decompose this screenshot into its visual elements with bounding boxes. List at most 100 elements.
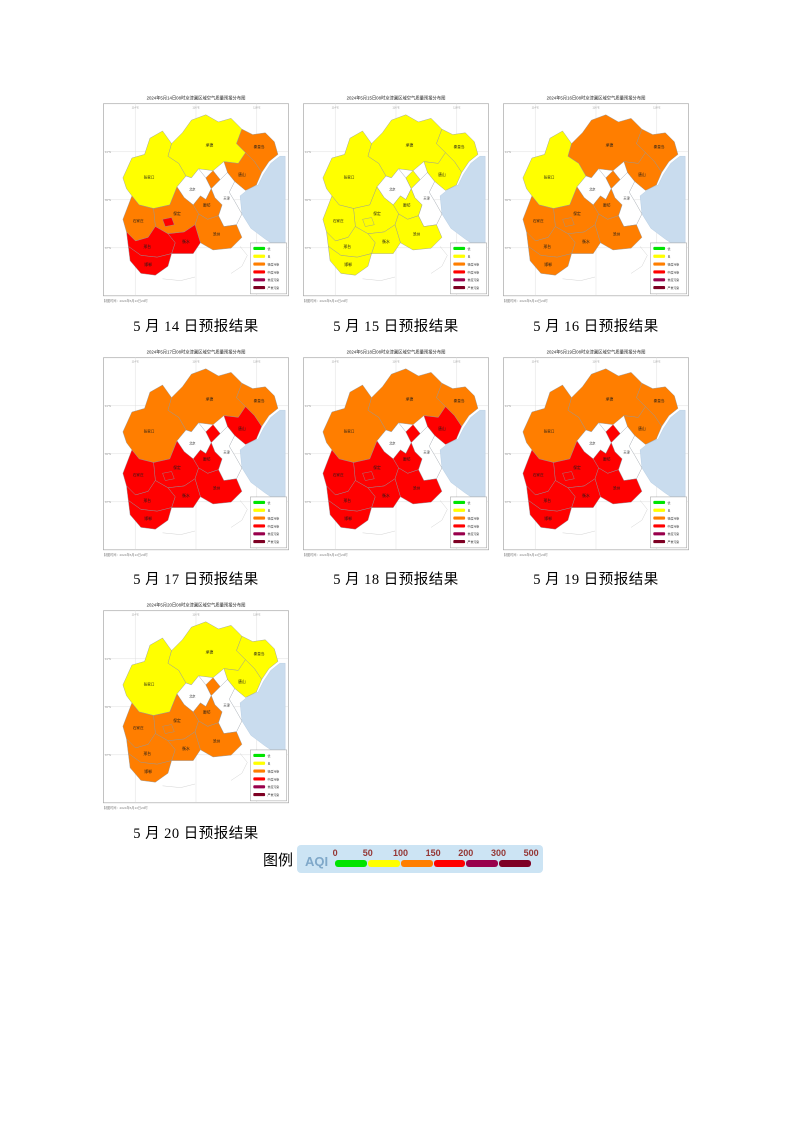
svg-text:唐山: 唐山 bbox=[438, 426, 446, 431]
map-title: 2024年5月17日08时京津冀区域空气质量预报分布图 bbox=[147, 348, 246, 355]
map-caption-may-14: 5 月 14 日预报结果 bbox=[133, 318, 259, 335]
svg-text:邯郸: 邯郸 bbox=[144, 769, 152, 774]
svg-text:衡水: 衡水 bbox=[182, 492, 190, 497]
svg-text:廊坊: 廊坊 bbox=[603, 456, 611, 461]
aqi-forecast-map: 2024年5月18日08时京津冀区域空气质量预报分布图 114°E 116°E … bbox=[303, 348, 489, 557]
svg-text:天津: 天津 bbox=[223, 449, 230, 454]
svg-text:秦皇岛: 秦皇岛 bbox=[454, 144, 465, 149]
svg-text:严重污染: 严重污染 bbox=[468, 285, 480, 290]
svg-text:北京: 北京 bbox=[189, 186, 196, 191]
svg-text:唐山: 唐山 bbox=[238, 172, 246, 177]
svg-text:116°E: 116°E bbox=[192, 359, 199, 363]
svg-text:39°N: 39°N bbox=[105, 451, 111, 455]
neighbor-boundary-line bbox=[162, 246, 248, 281]
svg-text:北京: 北京 bbox=[589, 440, 596, 445]
svg-text:邯郸: 邯郸 bbox=[144, 516, 152, 521]
svg-text:石家庄: 石家庄 bbox=[333, 472, 344, 477]
svg-text:张家口: 张家口 bbox=[544, 175, 555, 180]
svg-text:邢台: 邢台 bbox=[143, 244, 151, 249]
region-chengde bbox=[367, 368, 446, 432]
svg-text:石家庄: 石家庄 bbox=[133, 725, 144, 730]
map-footnote: 制图时间：2024年5月13日20时 bbox=[504, 552, 548, 557]
svg-text:秦皇岛: 秦皇岛 bbox=[254, 651, 265, 656]
svg-text:沧州: 沧州 bbox=[213, 232, 221, 237]
aqi-forecast-map: 2024年5月19日08时京津冀区域空气质量预报分布图 114°E 116°E … bbox=[503, 348, 689, 557]
svg-text:秦皇岛: 秦皇岛 bbox=[654, 144, 665, 149]
region-tangshan bbox=[623, 152, 662, 191]
svg-text:39°N: 39°N bbox=[105, 198, 111, 202]
svg-text:天津: 天津 bbox=[223, 703, 230, 708]
svg-text:唐山: 唐山 bbox=[638, 172, 646, 177]
graticule-labels: 114°E 116°E 118°E 41°N 39°N 37°N bbox=[505, 105, 661, 250]
svg-text:廊坊: 廊坊 bbox=[203, 203, 211, 208]
svg-text:北京: 北京 bbox=[389, 440, 396, 445]
region-handan bbox=[128, 246, 172, 276]
forecast-map-may-16: 2024年5月16日08时京津冀区域空气质量预报分布图 114°E 116°E … bbox=[496, 92, 696, 312]
map-title: 2024年5月14日08时京津冀区域空气质量预报分布图 bbox=[147, 94, 246, 101]
svg-text:37°N: 37°N bbox=[105, 246, 111, 250]
svg-text:118°E: 118°E bbox=[253, 359, 260, 363]
svg-text:严重污染: 严重污染 bbox=[268, 538, 280, 543]
svg-text:37°N: 37°N bbox=[505, 246, 511, 250]
svg-text:良: 良 bbox=[268, 761, 271, 766]
svg-text:中度污染: 中度污染 bbox=[268, 269, 280, 274]
forecast-map-card-may-19: 2024年5月19日08时京津冀区域空气质量预报分布图 114°E 116°E … bbox=[496, 346, 696, 600]
aqi-tick-300: 300 bbox=[490, 848, 506, 858]
svg-text:37°N: 37°N bbox=[105, 500, 111, 504]
svg-text:重度污染: 重度污染 bbox=[268, 531, 280, 536]
bohai-sea bbox=[239, 663, 286, 754]
region-chengde bbox=[167, 368, 246, 432]
svg-text:张家口: 张家口 bbox=[544, 428, 555, 433]
region-qinhuangdao bbox=[636, 128, 679, 173]
bohai-sea bbox=[239, 409, 286, 501]
svg-text:重度污染: 重度污染 bbox=[668, 277, 680, 282]
map-caption-may-15: 5 月 15 日预报结果 bbox=[333, 318, 459, 335]
aqi-forecast-map: 2024年5月14日08时京津冀区域空气质量预报分布图 114°E 116°E … bbox=[103, 94, 289, 303]
svg-text:秦皇岛: 秦皇岛 bbox=[454, 398, 465, 403]
aqi-legend-row: 图例 AQI 0 50 100 150 200 300 500 bbox=[263, 845, 544, 873]
map-inset-legend: 优 良 轻度污染 中度污染 重度污染 严重污染 bbox=[450, 496, 487, 548]
svg-text:轻度污染: 轻度污染 bbox=[268, 515, 280, 520]
region-handan bbox=[328, 499, 372, 529]
map-caption-may-19: 5 月 19 日预报结果 bbox=[533, 572, 659, 589]
svg-text:沧州: 沧州 bbox=[213, 739, 221, 744]
svg-text:114°E: 114°E bbox=[332, 105, 339, 109]
region-handan bbox=[328, 246, 372, 276]
graticule-labels: 114°E 116°E 118°E 41°N 39°N 37°N bbox=[305, 105, 461, 250]
svg-text:廊坊: 廊坊 bbox=[403, 456, 411, 461]
svg-text:保定: 保定 bbox=[173, 211, 181, 216]
map-footnote: 制图时间：2024年5月13日20时 bbox=[504, 298, 548, 303]
svg-text:良: 良 bbox=[468, 507, 471, 512]
svg-text:秦皇岛: 秦皇岛 bbox=[254, 144, 265, 149]
svg-text:良: 良 bbox=[468, 254, 471, 259]
map-caption-may-20: 5 月 20 日预报结果 bbox=[133, 825, 259, 842]
svg-text:41°N: 41°N bbox=[505, 150, 511, 154]
svg-text:张家口: 张家口 bbox=[144, 682, 155, 687]
svg-text:41°N: 41°N bbox=[305, 150, 311, 154]
map-title: 2024年5月15日08时京津冀区域空气质量预报分布图 bbox=[347, 94, 446, 101]
aqi-forecast-map: 2024年5月15日08时京津冀区域空气质量预报分布图 114°E 116°E … bbox=[303, 94, 489, 303]
svg-text:张家口: 张家口 bbox=[344, 428, 355, 433]
map-title: 2024年5月18日08时京津冀区域空气质量预报分布图 bbox=[347, 348, 446, 355]
graticule-labels: 114°E 116°E 118°E 41°N 39°N 37°N bbox=[305, 359, 461, 504]
svg-text:中度污染: 中度污染 bbox=[468, 269, 480, 274]
svg-text:唐山: 唐山 bbox=[438, 172, 446, 177]
svg-text:中度污染: 中度污染 bbox=[468, 523, 480, 528]
map-footnote: 制图时间：2024年5月13日20时 bbox=[104, 552, 148, 557]
svg-text:118°E: 118°E bbox=[653, 359, 660, 363]
region-qinhuangdao bbox=[636, 382, 679, 427]
svg-text:严重污染: 严重污染 bbox=[468, 538, 480, 543]
svg-text:北京: 北京 bbox=[189, 693, 196, 698]
svg-text:良: 良 bbox=[668, 254, 671, 259]
region-dingzhou bbox=[162, 724, 175, 734]
svg-text:天津: 天津 bbox=[623, 449, 630, 454]
aqi-forecast-map: 2024年5月20日08时京津冀区域空气质量预报分布图 114°E 116°E … bbox=[103, 601, 289, 810]
svg-text:116°E: 116°E bbox=[592, 359, 599, 363]
svg-text:邢台: 邢台 bbox=[143, 498, 151, 503]
svg-text:中度污染: 中度污染 bbox=[668, 523, 680, 528]
map-footnote: 制图时间：2024年5月13日20时 bbox=[104, 805, 148, 810]
svg-text:114°E: 114°E bbox=[332, 359, 339, 363]
svg-text:秦皇岛: 秦皇岛 bbox=[654, 398, 665, 403]
svg-text:114°E: 114°E bbox=[132, 359, 139, 363]
aqi-segment-severe bbox=[499, 860, 532, 867]
